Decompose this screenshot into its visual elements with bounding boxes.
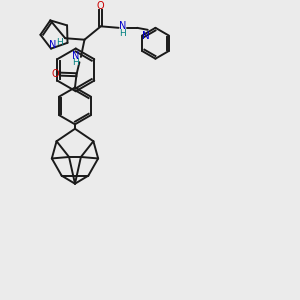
Text: N: N: [49, 40, 56, 50]
Text: N: N: [72, 51, 79, 61]
Text: O: O: [52, 69, 59, 79]
Text: N: N: [119, 21, 127, 31]
Text: H: H: [72, 58, 79, 68]
Text: H: H: [119, 29, 126, 38]
Text: H: H: [57, 38, 63, 46]
Text: N: N: [142, 31, 150, 40]
Text: O: O: [97, 1, 105, 10]
